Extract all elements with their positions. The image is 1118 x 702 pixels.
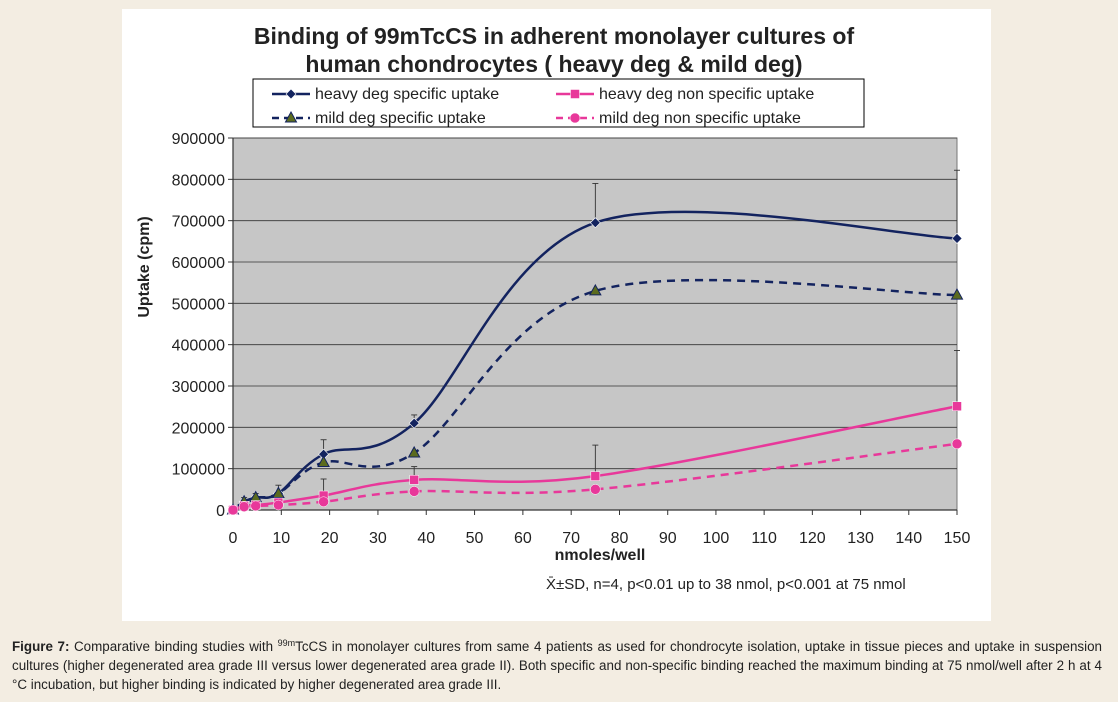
legend-item: mild deg specific uptake (272, 110, 486, 127)
caption-sup: 99m (277, 638, 296, 648)
data-point-diamond (589, 217, 601, 229)
legend-item: heavy deg non specific uptake (556, 86, 814, 103)
legend-item: heavy deg specific uptake (272, 86, 499, 103)
caption-text: TcCS in monolayer cultures from same 4 p… (12, 639, 1102, 692)
y-tick-label: 900000 (172, 131, 225, 148)
legend-item: mild deg non specific uptake (556, 110, 801, 127)
x-tick-label: 50 (466, 530, 484, 547)
data-point-circle (590, 484, 601, 495)
data-point-triangle (407, 445, 421, 458)
data-point-diamond (951, 233, 963, 244)
legend-label: mild deg specific uptake (315, 110, 486, 127)
data-point-square (590, 471, 601, 481)
chart-title-line-1: Binding of 99mTcCS in adherent monolayer… (254, 23, 855, 49)
x-tick-label: 120 (799, 530, 826, 547)
x-tick-label: 150 (944, 530, 971, 547)
x-tick-label: 30 (369, 530, 387, 547)
legend-label: mild deg non specific uptake (599, 110, 801, 127)
data-point-triangle (950, 288, 964, 300)
x-tick-label: 0 (229, 530, 238, 547)
chart-title-line-2: human chondrocytes ( heavy deg & mild de… (305, 51, 802, 77)
y-tick-label: 100000 (172, 462, 225, 479)
x-tick-label: 40 (417, 530, 435, 547)
x-tick-label: 130 (847, 530, 874, 547)
legend-marker (284, 110, 298, 123)
data-point-circle (250, 500, 261, 512)
y-tick-label: 500000 (172, 296, 225, 313)
legend: heavy deg specific uptake mild deg specif… (252, 78, 865, 128)
series-line (232, 278, 958, 512)
x-tick-label: 90 (659, 530, 677, 547)
x-tick-label: 20 (321, 530, 339, 547)
figure-caption: Figure 7: Comparative binding studies wi… (12, 637, 1102, 694)
x-axis-label: nmoles/well (555, 547, 646, 564)
x-tick-label: 140 (895, 530, 922, 547)
legend-label: heavy deg non specific uptake (599, 86, 814, 103)
y-tick-label: 200000 (172, 420, 225, 437)
data-point-square (409, 475, 419, 485)
data-point-circle (318, 496, 329, 507)
x-tick-label: 70 (562, 530, 580, 547)
data-point-circle (238, 501, 250, 512)
y-axis-label: Uptake (cpm) (136, 216, 153, 317)
y-tick-label: 600000 (172, 255, 225, 272)
y-tick-label: 300000 (172, 379, 225, 396)
data-point-triangle (317, 455, 330, 467)
legend-marker (569, 112, 581, 124)
caption-pre-sup: Comparative binding studies with (73, 639, 274, 654)
stats-annotation: X̄±SD, n=4, p<0.01 up to 38 nmol, p<0.00… (546, 576, 906, 593)
chart: 0100000200000300000400000500000600000700… (136, 23, 971, 593)
data-point-diamond (408, 417, 420, 429)
data-point-triangle (272, 486, 285, 498)
y-tick-label: 800000 (172, 172, 225, 189)
data-point-circle (408, 486, 420, 497)
data-point-circle (273, 499, 284, 511)
series-3 (227, 438, 963, 516)
x-tick-label: 10 (272, 530, 290, 547)
figure-panel: 0 100000 200000 300000 400000 500000 600000 700… (122, 9, 991, 621)
caption-label: Figure 7: (12, 639, 70, 654)
y-tick-label: 700000 (172, 214, 225, 231)
data-point-circle (951, 438, 963, 450)
data-point-square (952, 401, 962, 412)
x-tick-label: 110 (751, 530, 777, 547)
legend-marker (285, 88, 297, 100)
x-tick-label: 100 (703, 530, 730, 547)
y-tick-label: 0 (216, 503, 225, 520)
legend-label: heavy deg specific uptake (315, 86, 499, 103)
data-point-triangle (588, 283, 602, 296)
legend-marker (570, 89, 580, 99)
x-tick-label: 80 (611, 530, 629, 547)
x-tick-label: 60 (514, 530, 532, 547)
data-point-circle (227, 504, 239, 516)
y-tick-label: 400000 (172, 338, 225, 355)
